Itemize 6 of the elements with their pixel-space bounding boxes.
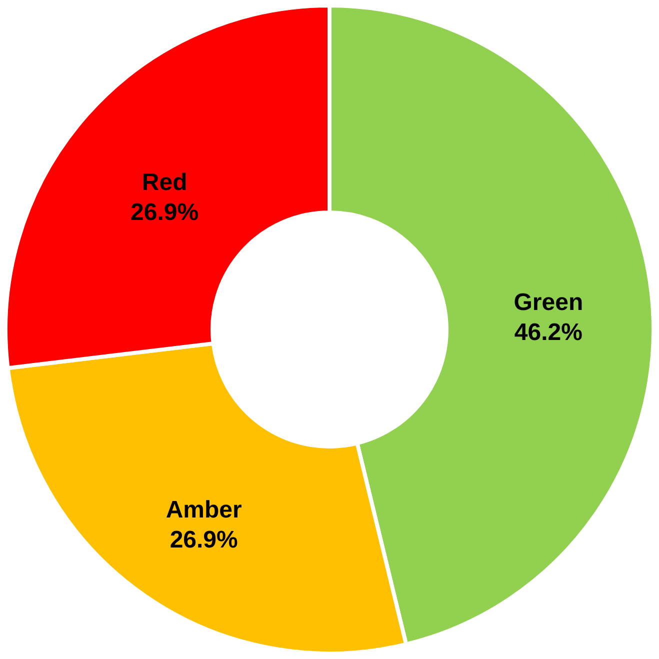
data-label: 26.9%: [170, 526, 238, 554]
slice-label: Red: [142, 169, 188, 196]
slice-label: Amber: [166, 496, 242, 524]
data-label: 46.2%: [514, 319, 582, 346]
slice-label: Green: [514, 289, 584, 316]
data-label: 26.9%: [130, 199, 199, 226]
